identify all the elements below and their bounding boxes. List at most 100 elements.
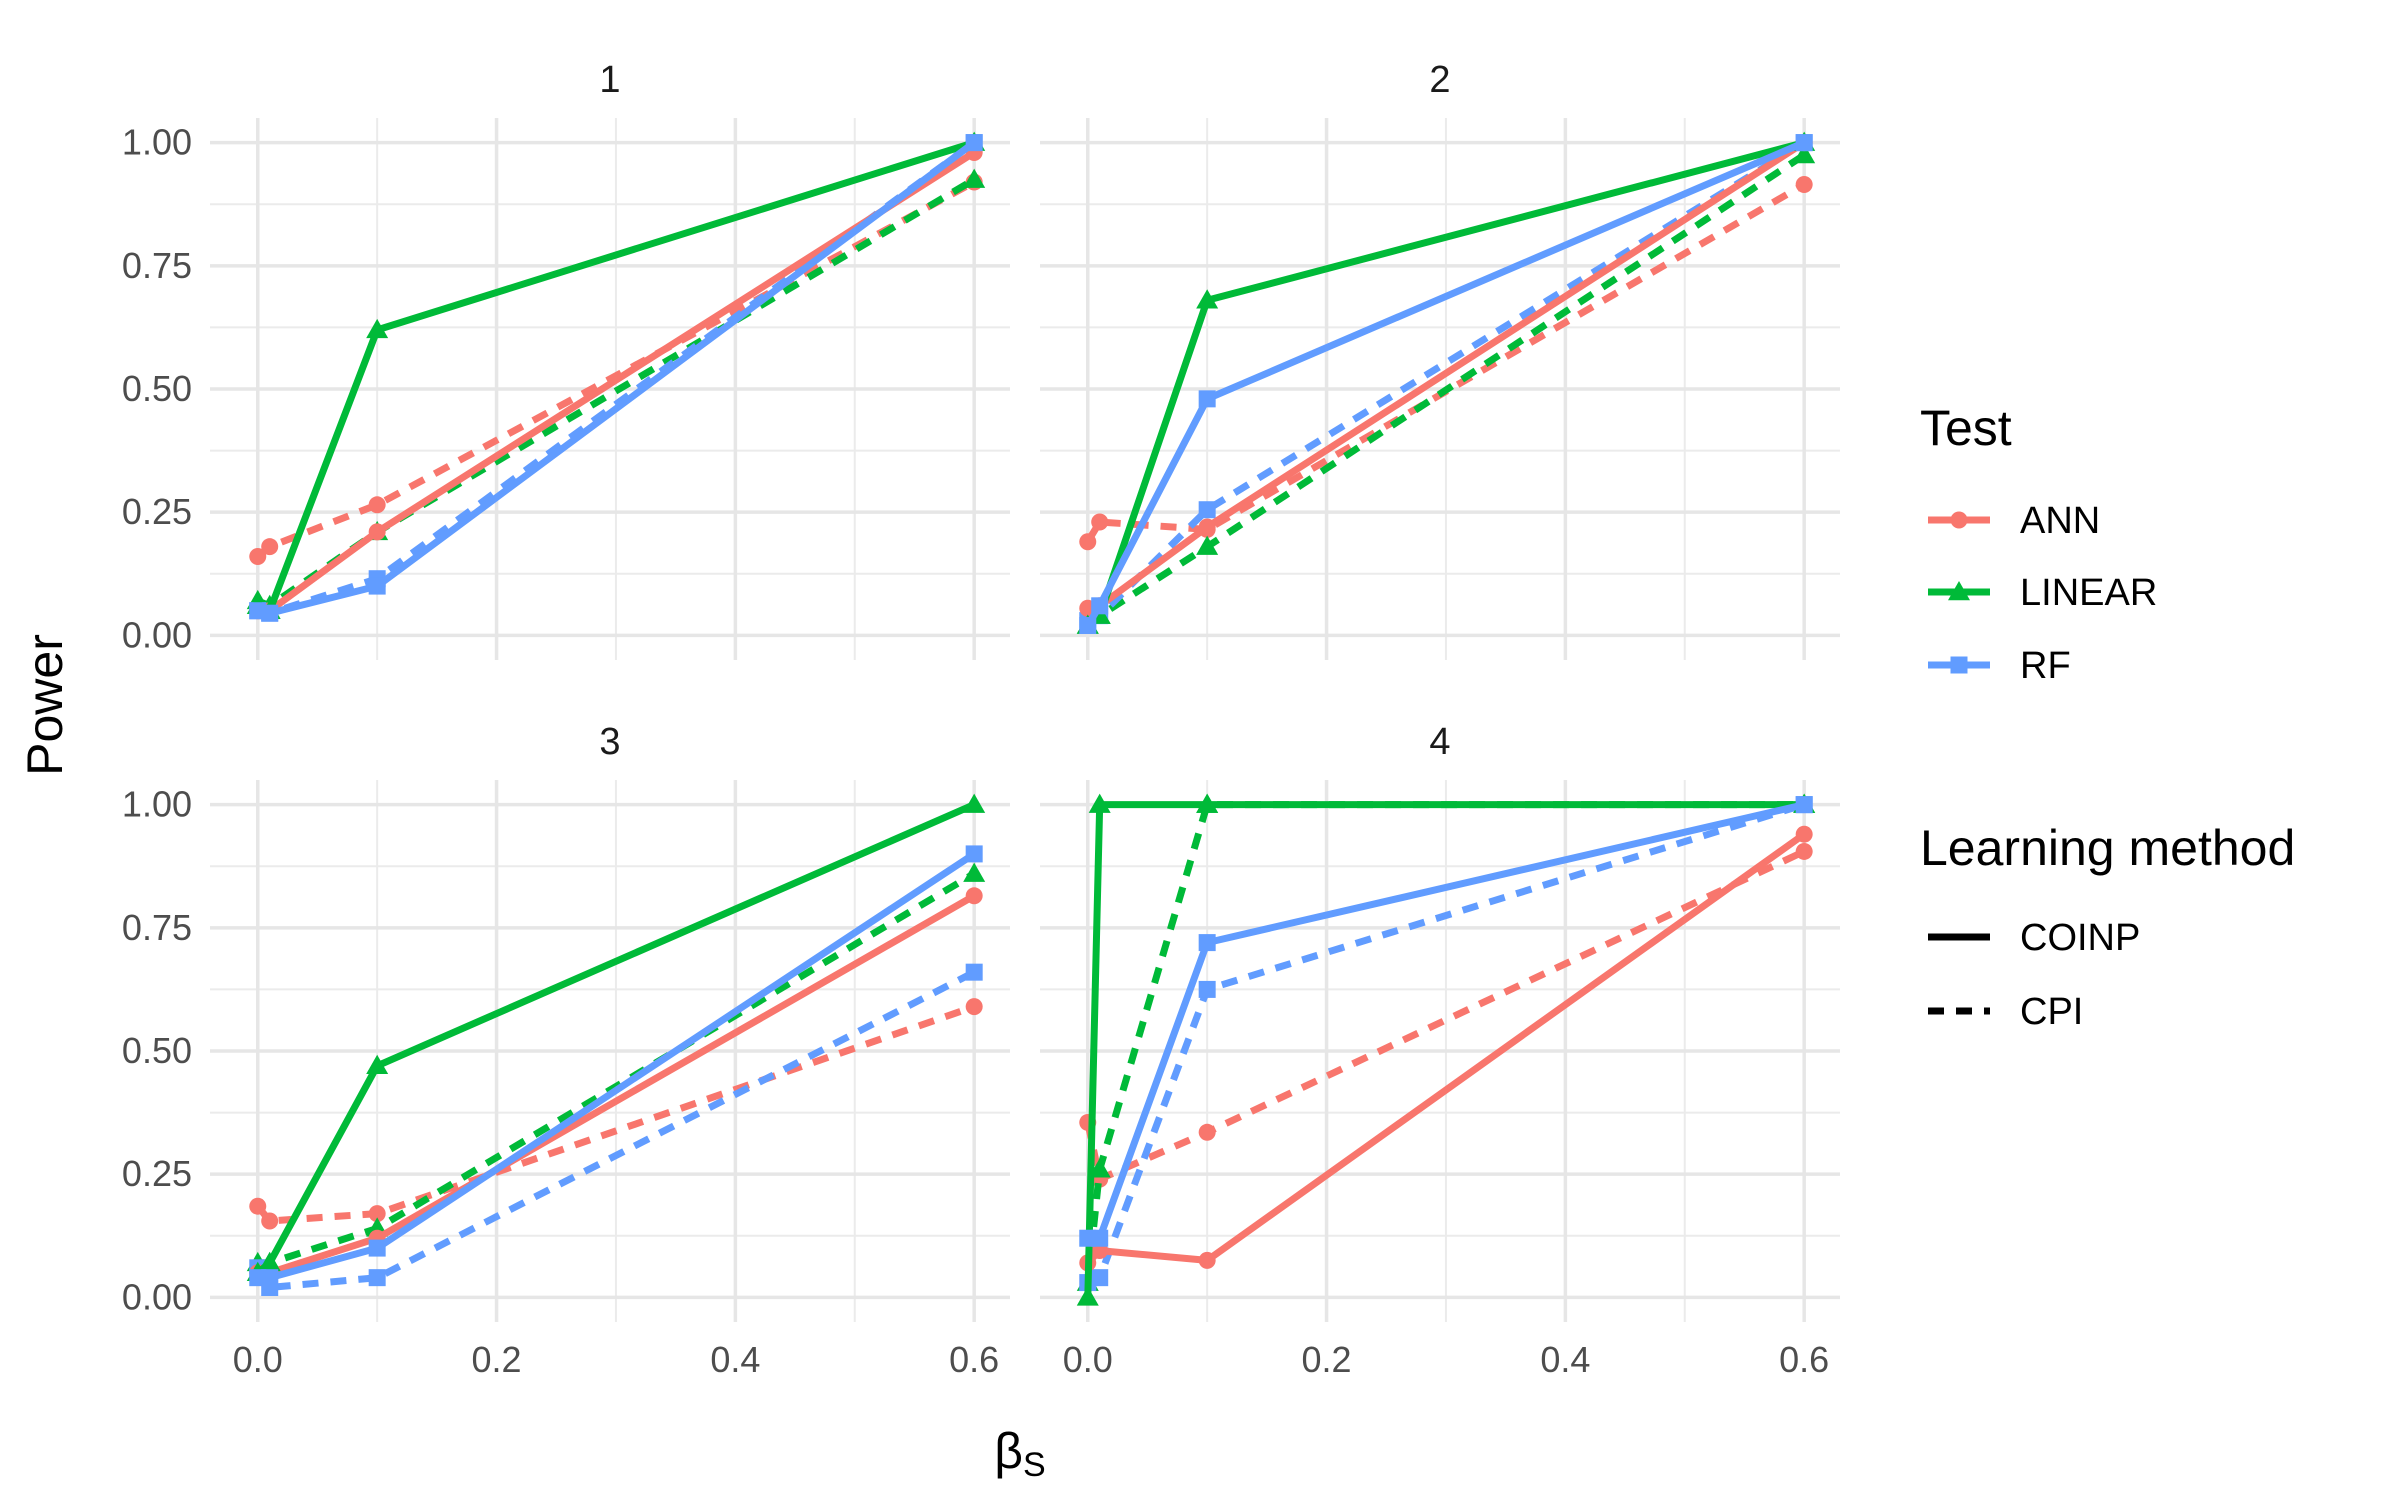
- y-tick-label: 1.00: [122, 122, 192, 163]
- y-tick-label: 0.00: [122, 1276, 192, 1317]
- series-rf-coinp-line: [1084, 139, 1806, 628]
- series-ann-cpi-point: [1795, 176, 1813, 194]
- series-rf-coinp-point: [1198, 390, 1216, 408]
- legend-label-linear: LINEAR: [2020, 572, 2157, 614]
- series-ann-cpi-point: [1091, 513, 1109, 531]
- series-ann-coinp-point: [1198, 518, 1216, 536]
- legend-label-rf: RF: [2020, 645, 2071, 687]
- legend-key-marker: [1950, 656, 1968, 674]
- series-linear-cpi-point: [1196, 535, 1219, 555]
- series-rf-coinp: [1079, 796, 1813, 1247]
- x-tick-label: 0.4: [710, 1339, 760, 1380]
- series-rf-coinp-point: [368, 577, 386, 595]
- series-rf-cpi-point: [1091, 1269, 1109, 1287]
- series-ann-coinp-point: [368, 523, 386, 541]
- series-rf-cpi-point: [1198, 501, 1216, 519]
- y-tick-label: 0.75: [122, 245, 192, 286]
- series-ann-cpi-point: [249, 548, 267, 566]
- series-linear-coinp-point: [1076, 1286, 1099, 1306]
- series-ann-cpi-point: [261, 1212, 279, 1230]
- series-rf-cpi-point: [965, 963, 983, 981]
- panel-label-1: 1: [599, 59, 620, 101]
- series-ann-coinp-point: [1198, 1251, 1216, 1269]
- series-rf-coinp-point: [1795, 796, 1813, 814]
- x-tick-label: 0.2: [1302, 1339, 1352, 1380]
- series-ann-cpi-point: [368, 1205, 386, 1223]
- series-ann-cpi-point: [249, 1197, 267, 1215]
- series-rf-coinp-point: [261, 604, 279, 622]
- series-rf-coinp-point: [1795, 134, 1813, 152]
- legend-key-rf: [1928, 656, 1990, 674]
- legend-method-title: Learning method: [1920, 820, 2295, 876]
- legend-key-marker: [1950, 511, 1968, 529]
- legend-key-ann: [1928, 511, 1990, 529]
- panel-4: 4 0.0 0.2 0.4 0.6: [1040, 721, 1840, 1380]
- legend-key-marker: [1948, 581, 1970, 601]
- x-tick-label: 0.6: [1779, 1339, 1829, 1380]
- series-rf-coinp: [1079, 134, 1813, 635]
- series-linear-coinp-line: [1084, 801, 1805, 1298]
- panel-3: 3 0.00 0.25 0.50 0.75 1.00 0.0 0.2 0.4 0.6: [122, 721, 1010, 1380]
- series-ann-cpi-line: [1084, 181, 1806, 544]
- series-ann-coinp-line: [1085, 831, 1807, 1266]
- panel-label-4: 4: [1429, 721, 1450, 763]
- panel-1: 1 0.00 0.25 0.50 0.75 1.00: [122, 59, 1010, 660]
- x-axis-title-group: βS: [994, 1423, 1045, 1484]
- series-ann-cpi: [249, 998, 983, 1230]
- series-linear-coinp-point: [1088, 793, 1111, 813]
- series-rf-coinp-point: [1079, 617, 1097, 635]
- x-tick-label: 0.0: [233, 1339, 283, 1380]
- series-rf-coinp: [249, 134, 983, 622]
- series-linear-coinp-point: [366, 318, 389, 339]
- panels-layer: 10.000.250.500.751.00230.000.250.500.751…: [122, 59, 1840, 1380]
- series-linear-coinp-point: [963, 793, 986, 813]
- series-ann-cpi-line: [255, 1003, 976, 1225]
- series-ann-cpi-point: [965, 998, 983, 1016]
- series-ann-cpi-point: [1079, 533, 1097, 551]
- series-ann-cpi-point: [1198, 1123, 1216, 1141]
- series-linear-cpi-point: [1793, 143, 1816, 164]
- series-linear-coinp-point: [1196, 289, 1219, 309]
- series-rf-coinp-point: [1091, 1229, 1109, 1247]
- series-rf-cpi-point: [1198, 980, 1216, 998]
- legend-method: Learning method COINP CPI: [1920, 820, 2295, 1033]
- series-rf-coinp-point: [965, 134, 983, 152]
- legend-label-cpi: CPI: [2020, 991, 2083, 1033]
- y-tick-label: 0.50: [122, 368, 192, 409]
- series-rf-cpi-point: [368, 1269, 386, 1287]
- series-ann-coinp-point: [965, 887, 983, 905]
- x-axis-title: β: [994, 1423, 1023, 1479]
- panel-label-3: 3: [599, 721, 620, 763]
- legend-test: Test ANN LINEAR RF: [1920, 400, 2157, 687]
- x-tick-label: 0.0: [1063, 1339, 1113, 1380]
- series-linear-coinp-point: [1196, 793, 1219, 813]
- x-tick-label: 0.6: [949, 1339, 999, 1380]
- series-rf-coinp: [249, 845, 983, 1287]
- x-tick-label: 0.4: [1540, 1339, 1590, 1380]
- legend-test-title: Test: [1920, 400, 2012, 456]
- series-linear-coinp-point: [258, 1251, 281, 1272]
- series-ann-coinp-point: [1795, 825, 1813, 843]
- series-ann-cpi-point: [368, 496, 386, 514]
- panel-label-2: 2: [1429, 59, 1450, 101]
- svg-text:βS: βS: [994, 1423, 1045, 1484]
- series-rf-coinp-point: [261, 1269, 279, 1287]
- series-linear-coinp-point: [366, 1054, 389, 1075]
- legend-label-coinp: COINP: [2020, 917, 2140, 959]
- legend-key-linear: [1928, 581, 1990, 601]
- panel-2: 2: [1040, 59, 1840, 660]
- y-tick-label: 0.25: [122, 1153, 192, 1194]
- series-rf-coinp-point: [965, 845, 983, 863]
- y-tick-label: 0.50: [122, 1030, 192, 1071]
- series-ann-cpi-point: [261, 538, 279, 556]
- x-tick-label: 0.2: [472, 1339, 522, 1380]
- series-linear-cpi-point: [963, 862, 986, 882]
- series-rf-coinp-point: [1198, 934, 1216, 952]
- y-tick-label: 0.00: [122, 614, 192, 655]
- series-linear-cpi-point: [963, 168, 986, 188]
- y-axis-title: Power: [17, 634, 73, 776]
- legend-label-ann: ANN: [2020, 500, 2100, 542]
- series-rf-coinp-point: [368, 1239, 386, 1257]
- x-axis-title-subscript: S: [1023, 1446, 1046, 1484]
